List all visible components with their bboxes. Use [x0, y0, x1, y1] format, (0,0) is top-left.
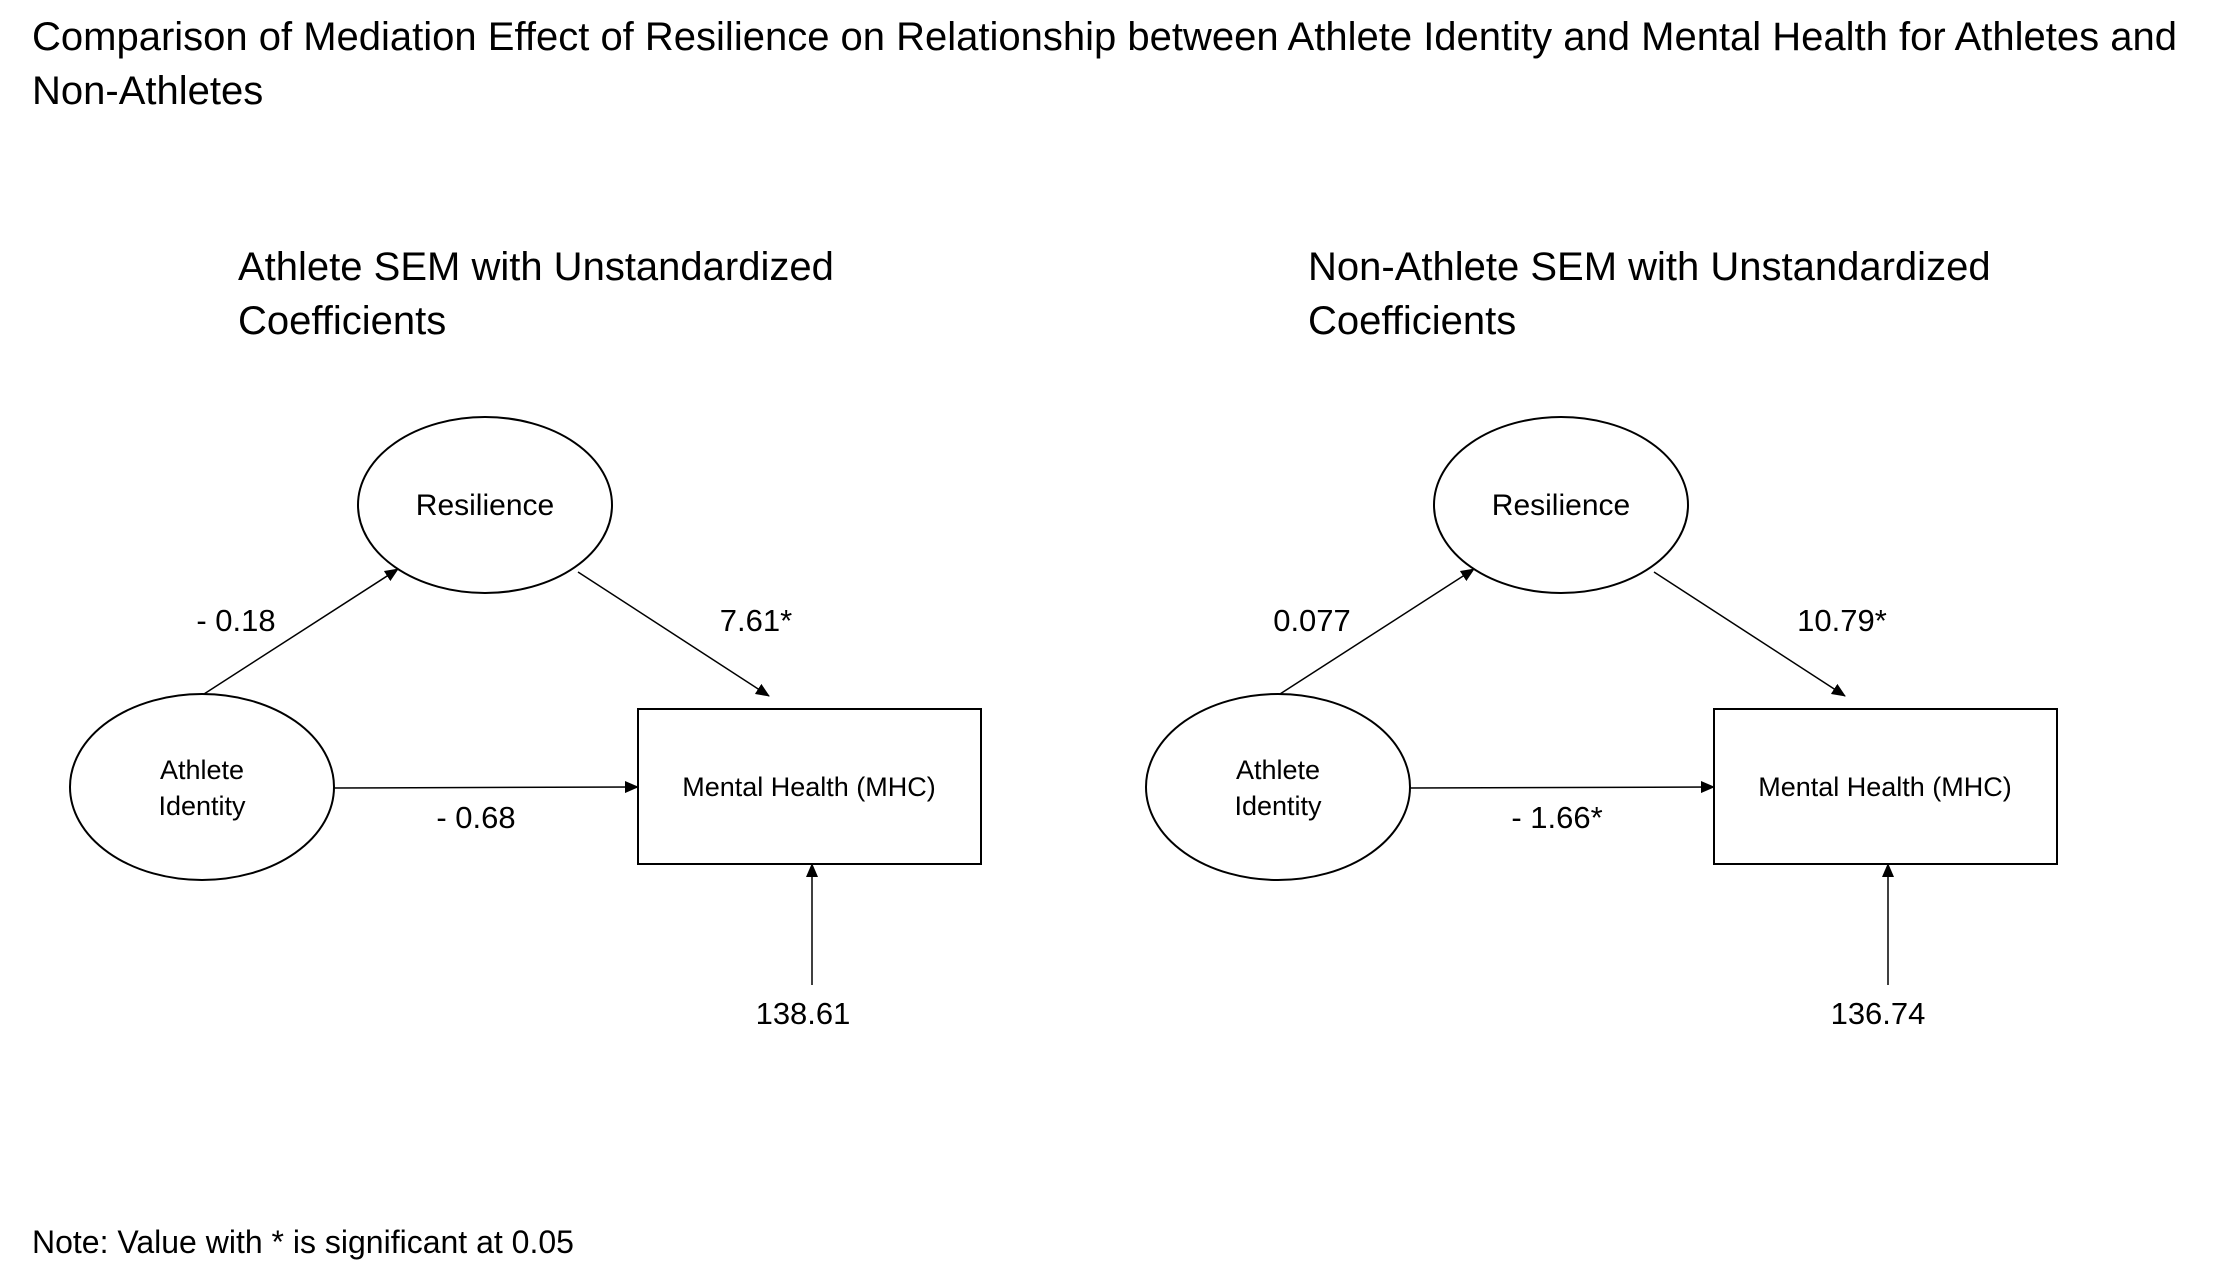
non-athlete-coef-identity-to-mental-health: - 1.66* [1511, 800, 1602, 835]
non-athlete-panel-title: Non-Athlete SEM with Unstandardized Coef… [1308, 245, 1991, 343]
non-athlete-path-identity-to-mental-health [1409, 781, 1715, 794]
figure-title: Comparison of Mediation Effect of Resili… [32, 15, 2177, 113]
athlete-mental-health-node [637, 708, 982, 865]
athlete-identity-label-line2: Identity [158, 791, 246, 821]
non-athlete-identity-label-line2: Identity [1234, 791, 1322, 821]
non-athlete-sem-model: Resilience Athlete Identity Mental Healt… [1145, 416, 2058, 1031]
athlete-identity-node [69, 693, 335, 881]
significance-note: Note: Value with * is significant at 0.0… [32, 1224, 574, 1260]
non-athlete-path-resilience-to-mental-health [1653, 571, 1846, 697]
non-athlete-resilience-node [1433, 416, 1689, 594]
athlete-sem-model: Resilience Athlete Identity Mental Healt… [69, 416, 982, 1031]
non-athlete-coef-residual: 136.74 [1831, 996, 1926, 1031]
non-athlete-identity-node [1145, 693, 1411, 881]
athlete-path-identity-to-mental-health [333, 781, 639, 794]
athlete-coef-identity-to-resilience: - 0.18 [196, 603, 275, 638]
athlete-coef-resilience-to-mental-health: 7.61* [720, 603, 792, 638]
athlete-panel-title: Athlete SEM with Unstandardized Coeffici… [238, 245, 834, 343]
athlete-mental-health-label: Mental Health (MHC) [682, 772, 936, 802]
non-athlete-identity-label-line1: Athlete [1236, 755, 1320, 785]
athlete-coef-identity-to-mental-health: - 0.68 [436, 800, 515, 835]
non-athlete-mental-health-node [1713, 708, 2058, 865]
non-athlete-coef-resilience-to-mental-health: 10.79* [1797, 603, 1887, 638]
athlete-path-identity-to-resilience [203, 568, 399, 695]
non-athlete-resilience-label: Resilience [1492, 489, 1630, 522]
athlete-coef-residual: 138.61 [756, 996, 851, 1031]
non-athlete-coef-identity-to-resilience: 0.077 [1273, 603, 1351, 638]
athlete-path-resilience-to-mental-health [577, 571, 770, 697]
non-athlete-mental-health-label: Mental Health (MHC) [1758, 772, 2012, 802]
athlete-resilience-node [357, 416, 613, 594]
athlete-identity-label-line1: Athlete [160, 755, 244, 785]
athlete-resilience-label: Resilience [416, 489, 554, 522]
non-athlete-path-identity-to-resilience [1279, 568, 1475, 695]
